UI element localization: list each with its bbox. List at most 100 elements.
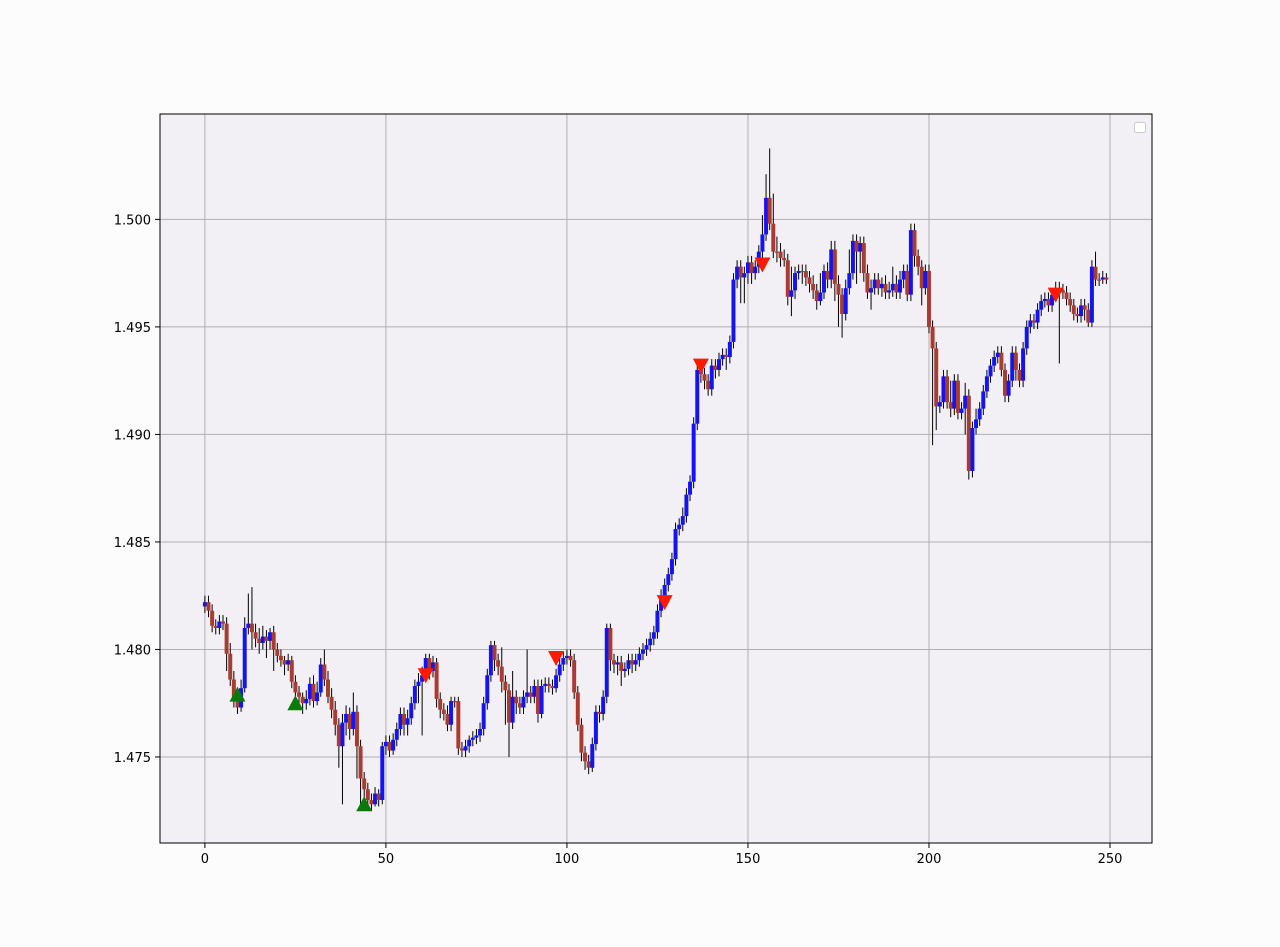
x-tick-label: 150	[736, 852, 761, 867]
candle-body	[702, 374, 707, 381]
candle-body	[879, 283, 884, 289]
sell-marker	[417, 668, 434, 684]
candle-body	[1021, 348, 1026, 381]
candle-body	[532, 686, 537, 697]
x-tick-label: 200	[917, 852, 942, 867]
sell-marker	[548, 651, 565, 667]
candle-body	[1017, 369, 1022, 381]
candle-body	[898, 279, 903, 293]
candle-body	[311, 683, 316, 702]
candle-body	[1068, 298, 1073, 306]
candle-body	[738, 266, 743, 278]
candle-body	[336, 724, 341, 747]
candle-body	[680, 516, 685, 525]
candle-body	[387, 741, 392, 751]
candle-body	[521, 696, 526, 708]
candle-body	[887, 290, 892, 293]
candle-body	[637, 653, 642, 661]
candle-body	[930, 326, 935, 349]
candle-body	[999, 352, 1004, 370]
candle-body	[1042, 298, 1047, 302]
candle-body	[456, 701, 461, 749]
candle-body	[373, 793, 378, 805]
candle-body	[974, 419, 979, 428]
candle-body	[1006, 380, 1011, 396]
candle-body	[774, 251, 779, 253]
candle-body	[253, 632, 258, 639]
candle-body	[449, 701, 454, 725]
candle-body	[941, 376, 946, 403]
candle-body	[282, 660, 287, 665]
candle-body	[673, 529, 678, 560]
candle-body	[514, 696, 519, 704]
candle-body	[286, 660, 291, 665]
candle-body	[525, 692, 530, 697]
candle-body	[224, 623, 229, 654]
candle-body	[235, 696, 240, 708]
candle-body	[713, 365, 718, 370]
candle-body	[517, 703, 522, 708]
candle-body	[369, 799, 374, 805]
sell-marker	[692, 358, 709, 374]
candle-body	[543, 683, 548, 687]
y-tick-label: 1.500	[114, 213, 151, 228]
candle-body	[1071, 305, 1076, 314]
candle-body	[561, 658, 566, 665]
candle-body	[550, 686, 555, 689]
candle-body	[325, 679, 330, 697]
candle-body	[789, 290, 794, 297]
candle-body	[677, 524, 682, 530]
candle-body	[923, 270, 928, 289]
candle-body	[745, 262, 750, 274]
sell-marker	[1047, 287, 1064, 303]
candle-body	[459, 748, 464, 751]
buy-marker	[229, 686, 246, 702]
candle-body	[669, 559, 674, 575]
candle-body	[420, 675, 425, 682]
candle-body	[926, 270, 931, 327]
candle-body	[771, 223, 776, 252]
sell-marker	[754, 257, 771, 273]
candle-body	[202, 602, 207, 607]
candle-body	[300, 696, 305, 704]
candle-body	[206, 602, 211, 611]
candle-body	[1075, 313, 1080, 317]
candle-body	[344, 713, 349, 723]
x-tick-label: 50	[378, 852, 395, 867]
candle-body	[289, 660, 294, 682]
candle-body	[257, 638, 262, 644]
candle-body	[684, 494, 689, 517]
candle-body	[213, 625, 218, 628]
candle-body	[478, 729, 483, 736]
candle-body	[796, 270, 801, 274]
candle-body	[1010, 352, 1015, 381]
candle-body	[648, 638, 653, 646]
candle-body	[1079, 305, 1084, 317]
candle-body	[1104, 277, 1109, 280]
candle-body	[883, 283, 888, 293]
candle-body	[717, 359, 721, 370]
candle-body	[847, 273, 852, 289]
candle-body	[825, 270, 830, 280]
candle-body	[630, 660, 635, 665]
candle-body	[499, 666, 504, 682]
x-tick-label: 250	[1098, 852, 1123, 867]
candle-body	[1050, 294, 1055, 306]
candle-body	[890, 283, 895, 291]
candle-body	[1024, 326, 1029, 349]
y-tick-label: 1.480	[114, 643, 151, 658]
candle-body	[463, 746, 468, 751]
candle-body	[724, 354, 729, 357]
candle-body	[1082, 305, 1087, 310]
candle-body	[210, 610, 215, 626]
candle-body	[416, 681, 421, 687]
candle-body	[1100, 277, 1105, 280]
candle-body	[622, 668, 627, 671]
y-tick-label: 1.495	[114, 321, 151, 336]
candle-body	[507, 690, 512, 723]
candle-body	[264, 636, 269, 641]
candle-body	[601, 696, 606, 714]
candle-body	[916, 255, 921, 267]
candle-body	[778, 251, 783, 259]
candle-body	[554, 675, 559, 689]
